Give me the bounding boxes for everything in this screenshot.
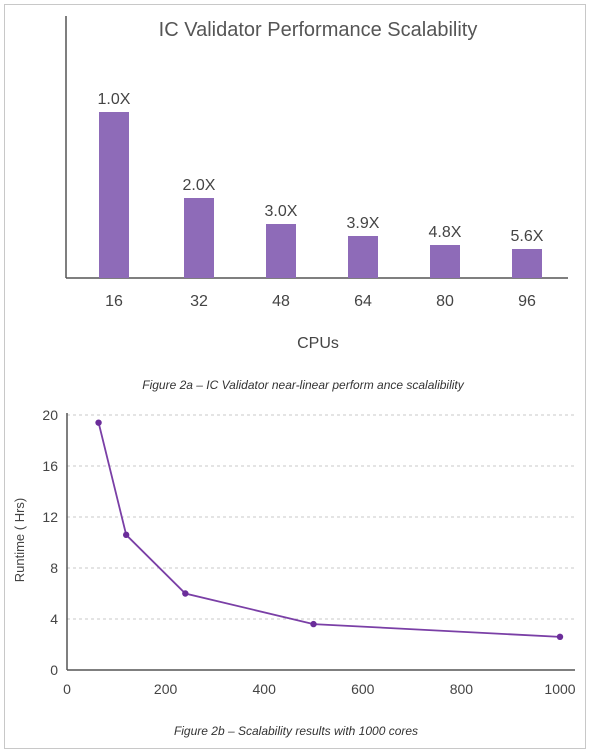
line-y-tick-label: 12 <box>42 509 58 525</box>
bar-chart: IC Validator Performance Scalability 1.0… <box>65 16 568 392</box>
runtime-data-point <box>95 419 102 426</box>
bar-80 <box>430 245 460 278</box>
bar-group: 1.0X 16 2.0X 32 3.0X 48 3.9X 64 4.8X 80 5.6X 96 <box>98 91 544 310</box>
bar-x-tick-label: 48 <box>272 293 290 310</box>
bar-x-tick-label: 32 <box>190 293 208 310</box>
figure-frame <box>4 4 586 749</box>
line-y-tick-label: 0 <box>50 662 58 678</box>
bar-96 <box>512 249 542 278</box>
runtime-data-point <box>122 531 130 539</box>
line-y-tick-label: 4 <box>50 611 58 627</box>
runtime-series-points <box>95 419 564 641</box>
bar-data-label: 4.8X <box>429 224 462 241</box>
runtime-data-point <box>182 590 189 597</box>
bar-chart-x-label: CPUs <box>297 335 339 352</box>
bar-data-label: 3.9X <box>347 215 380 232</box>
bar-32 <box>184 198 214 278</box>
bar-x-tick-label: 96 <box>518 293 536 310</box>
line-y-tick-label: 16 <box>42 458 58 474</box>
line-chart-y-label: Runtime ( Hrs) <box>12 498 27 583</box>
bar-data-label: 2.0X <box>183 177 216 194</box>
line-x-tick-label: 200 <box>154 681 178 697</box>
line-x-tick-label: 600 <box>351 681 375 697</box>
line-y-tick-label: 20 <box>42 407 58 423</box>
bar-data-label: 5.6X <box>511 228 544 245</box>
line-chart-grid <box>67 414 575 620</box>
figure-2a-caption: Figure 2a – IC Validator near-linear per… <box>142 378 464 392</box>
bar-data-label: 1.0X <box>98 91 131 108</box>
bar-data-label: 3.0X <box>265 203 298 220</box>
bar-x-tick-label: 64 <box>354 293 372 310</box>
line-chart-x-ticks: 0 200 400 600 800 1000 <box>63 681 576 697</box>
line-chart-y-ticks: 0 4 8 12 16 20 <box>42 407 58 678</box>
line-x-tick-label: 400 <box>253 681 277 697</box>
runtime-data-point <box>310 620 317 628</box>
bar-chart-title: IC Validator Performance Scalability <box>159 19 478 41</box>
runtime-data-point <box>556 633 564 641</box>
bar-16 <box>99 112 129 278</box>
line-x-tick-label: 0 <box>63 681 71 697</box>
runtime-series-line <box>97 422 561 638</box>
figure-2b-caption: Figure 2b – Scalability results with 100… <box>174 724 418 738</box>
line-x-tick-label: 1000 <box>544 681 575 697</box>
line-y-tick-label: 8 <box>50 560 58 576</box>
bar-48 <box>266 224 296 278</box>
bar-64 <box>348 236 378 278</box>
line-chart: 0 4 8 12 16 20 0 200 400 600 800 1000 Runtime ( Hr… <box>12 407 576 738</box>
bar-x-tick-label: 80 <box>436 293 454 310</box>
bar-x-tick-label: 16 <box>105 293 123 310</box>
line-x-tick-label: 800 <box>450 681 474 697</box>
